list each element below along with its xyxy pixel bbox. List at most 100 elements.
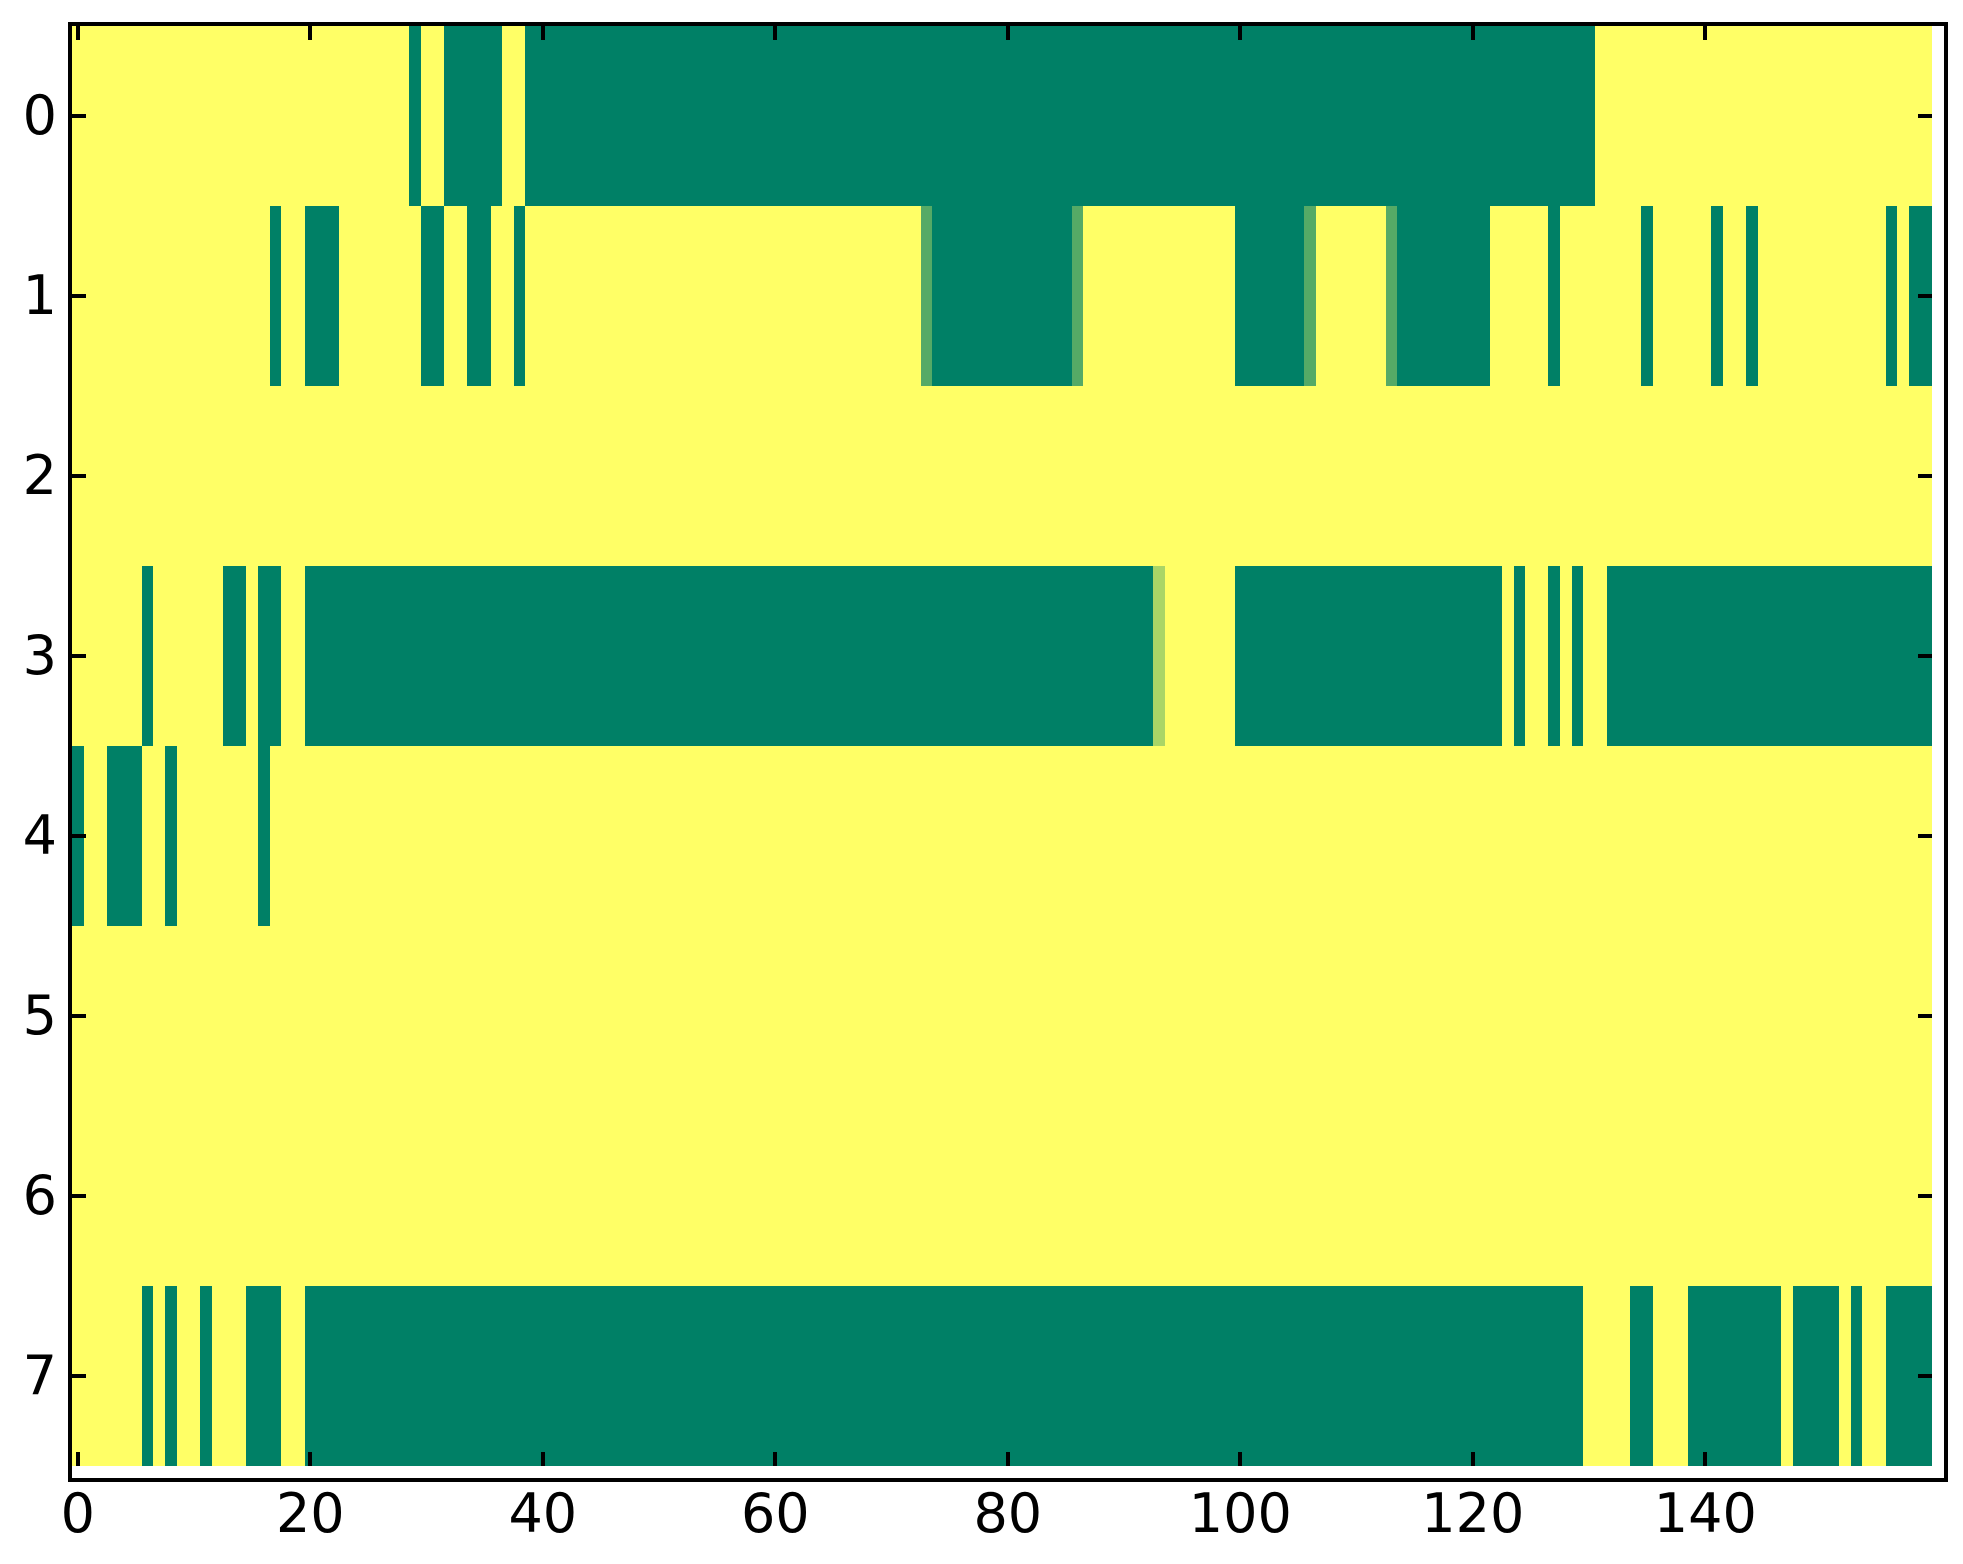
x-tick-bottom [1005, 1452, 1010, 1466]
heatmap-segment [409, 26, 421, 206]
y-tick-left [72, 654, 86, 658]
y-tick-label: 5 [22, 984, 57, 1047]
heatmap-segment [1641, 206, 1653, 386]
heatmap-segment [304, 206, 340, 386]
heatmap-segment [106, 746, 142, 926]
y-tick-label: 7 [22, 1344, 57, 1407]
y-tick-label: 0 [22, 84, 57, 147]
heatmap-segment [141, 566, 154, 746]
y-tick-left [72, 294, 86, 298]
heatmap-segment [1513, 566, 1526, 746]
heatmap-segment [1071, 206, 1084, 386]
y-tick-label: 6 [22, 1164, 57, 1227]
heatmap-segment [1606, 566, 1932, 746]
y-tick-left [72, 1374, 86, 1378]
heatmap-row-7 [72, 1286, 1932, 1466]
x-tick-label: 40 [508, 1482, 578, 1545]
heatmap-segment [304, 1286, 1584, 1466]
heatmap-segment [1385, 206, 1398, 386]
y-tick-right [1918, 1014, 1932, 1018]
heatmap-segment [1153, 566, 1165, 746]
heatmap-segment [1397, 206, 1491, 386]
heatmap-segment [1234, 206, 1305, 386]
x-tick-top [540, 26, 545, 40]
x-tick-top [1238, 26, 1243, 40]
heatmap-row-1 [72, 206, 1932, 386]
x-tick-label: 60 [740, 1482, 810, 1545]
y-tick-left [72, 1194, 86, 1198]
heatmap-row-4 [72, 746, 1932, 926]
x-tick-top [1470, 26, 1475, 40]
heatmap-segment [525, 26, 1595, 206]
heatmap-segment [420, 206, 444, 386]
heatmap-row-3 [72, 566, 1932, 746]
x-tick-label: 0 [60, 1482, 95, 1545]
heatmap-segment [246, 1286, 282, 1466]
heatmap-segment [304, 566, 1154, 746]
heatmap-segment [165, 746, 177, 926]
heatmap-segment [444, 26, 503, 206]
heatmap-segment [1548, 206, 1560, 386]
heatmap-segment [1629, 1286, 1653, 1466]
y-tick-right [1918, 1194, 1932, 1198]
x-tick-label: 80 [973, 1482, 1043, 1545]
heatmap-segment [199, 1286, 212, 1466]
heatmap-segment [258, 566, 282, 746]
x-tick-bottom [1470, 1452, 1475, 1466]
x-tick-bottom [773, 1452, 778, 1466]
heatmap-segment [1571, 566, 1584, 746]
heatmap-segment [141, 1286, 154, 1466]
x-tick-top [1005, 26, 1010, 40]
y-tick-right [1918, 474, 1932, 478]
y-tick-right [1918, 114, 1932, 118]
y-tick-label: 1 [22, 264, 57, 327]
heatmap-segment [1885, 206, 1898, 386]
heatmap-segment [1234, 566, 1502, 746]
y-tick-right [1918, 654, 1932, 658]
x-tick-bottom [75, 1452, 80, 1466]
heatmap-row-2 [72, 386, 1932, 566]
y-tick-left [72, 834, 86, 838]
plot-area [72, 26, 1932, 1466]
heatmap-segment [932, 206, 1072, 386]
heatmap-row-0 [72, 26, 1932, 206]
heatmap-segment [1746, 206, 1758, 386]
y-tick-left [72, 114, 86, 118]
heatmap-segment [165, 1286, 177, 1466]
heatmap-segment [467, 206, 491, 386]
x-tick-top [773, 26, 778, 40]
y-tick-right [1918, 1374, 1932, 1378]
x-tick-bottom [1703, 1452, 1708, 1466]
heatmap-segment [1687, 1286, 1781, 1466]
heatmap-segment [269, 206, 282, 386]
y-tick-label: 2 [22, 444, 57, 507]
x-tick-label: 120 [1421, 1482, 1525, 1545]
y-tick-right [1918, 834, 1932, 838]
x-tick-top [1703, 26, 1708, 40]
y-tick-left [72, 1014, 86, 1018]
heatmap-row-6 [72, 1106, 1932, 1286]
heatmap-segment [223, 566, 247, 746]
y-tick-left [72, 474, 86, 478]
heatmap-row-5 [72, 926, 1932, 1106]
heatmap-segment [1304, 206, 1316, 386]
x-tick-top [308, 26, 313, 40]
heatmap-segment [513, 206, 526, 386]
heatmap-segment [920, 206, 933, 386]
heatmap-segment [1548, 566, 1560, 746]
y-tick-label: 3 [22, 624, 57, 687]
x-tick-bottom [308, 1452, 313, 1466]
x-tick-label: 100 [1188, 1482, 1292, 1545]
x-tick-bottom [540, 1452, 545, 1466]
x-tick-label: 140 [1653, 1482, 1757, 1545]
heatmap-segment [1850, 1286, 1863, 1466]
y-tick-right [1918, 294, 1932, 298]
x-tick-label: 20 [275, 1482, 345, 1545]
x-tick-bottom [1238, 1452, 1243, 1466]
y-tick-label: 4 [22, 804, 57, 867]
heatmap-segment [1792, 1286, 1839, 1466]
heatmap-segment [1711, 206, 1723, 386]
x-tick-top [75, 26, 80, 40]
heatmap-segment [258, 746, 270, 926]
